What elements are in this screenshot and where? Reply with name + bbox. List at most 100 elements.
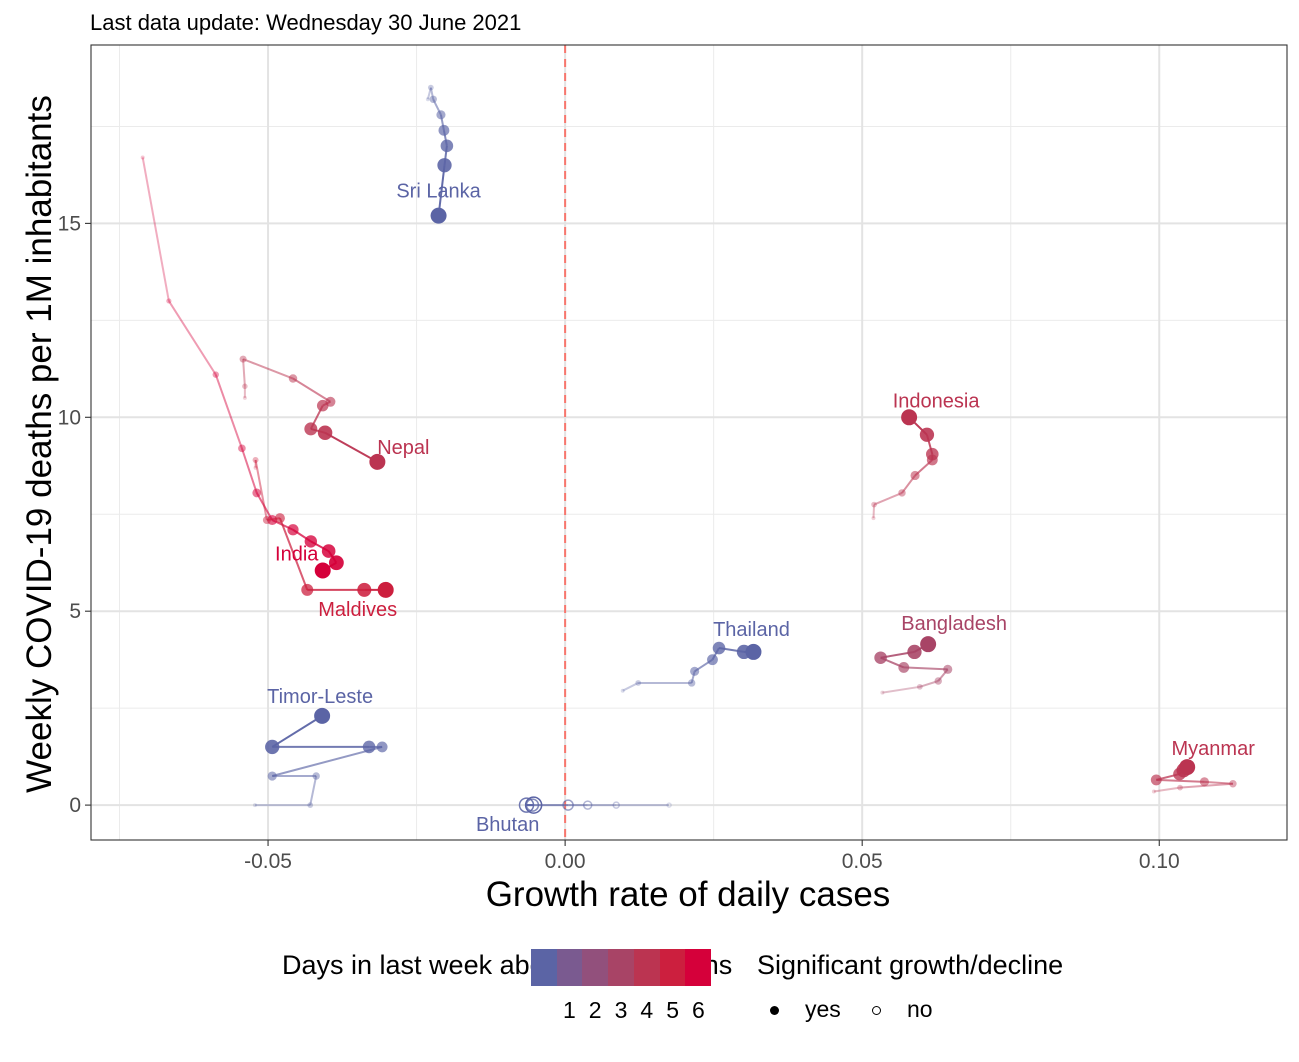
series-india: [140, 155, 344, 579]
data-point: [262, 516, 271, 525]
chart-subtitle: Last data update: Wednesday 30 June 2021: [90, 10, 522, 35]
data-point: [712, 641, 726, 655]
data-point: [429, 95, 437, 104]
series-label: Timor-Leste: [267, 686, 373, 708]
data-point: [620, 688, 625, 693]
series-label: Maldives: [318, 599, 397, 621]
data-point: [242, 383, 248, 390]
data-point: [437, 158, 452, 173]
data-point: [321, 544, 336, 558]
x-tick-label: 0.10: [1139, 850, 1180, 873]
data-point: [312, 772, 320, 780]
x-tick-label: -0.05: [244, 850, 292, 873]
data-point: [1179, 759, 1196, 776]
trajectory-segment: [437, 165, 446, 216]
x-tick-label: 0.05: [842, 850, 883, 873]
y-axis-label: Weekly COVID-19 deaths per 1M inhabitant…: [20, 95, 59, 793]
trajectory-segment: [254, 459, 268, 521]
data-point: [252, 488, 262, 498]
trajectory-segment: [271, 745, 383, 777]
colorbar-tick-label: 2: [588, 997, 602, 1023]
colorbar-segment: [556, 949, 583, 986]
series-bhutan: [518, 796, 672, 814]
shape-legend-title: Significant growth/decline: [757, 950, 1064, 980]
trajectory-segment: [240, 448, 258, 494]
y-tick-label: 15: [58, 212, 81, 235]
data-point: [920, 636, 937, 653]
data-point: [874, 651, 887, 665]
data-point: [436, 110, 446, 120]
major-gridlines: [91, 45, 1287, 840]
data-point: [901, 409, 918, 426]
data-point: [440, 139, 454, 153]
minor-gridlines: [91, 45, 1287, 840]
color-legend-bar: [531, 949, 712, 986]
trajectory-segment: [242, 358, 294, 380]
y-tick-label: 10: [58, 406, 81, 429]
data-point: [871, 516, 876, 521]
data-point: [316, 399, 329, 412]
data-point: [1229, 780, 1237, 788]
colorbar-tick-label: 3: [614, 997, 628, 1023]
open-circle-icon: [872, 1006, 881, 1016]
data-point: [898, 661, 910, 673]
data-point: [1151, 789, 1156, 794]
colorbar-segment: [659, 949, 686, 986]
trajectory-segment: [141, 157, 170, 302]
data-point: [301, 583, 314, 596]
filled-circle-icon: [770, 1006, 779, 1016]
data-point: [916, 683, 923, 690]
colorbar-segment: [608, 949, 634, 986]
data-point: [438, 124, 450, 136]
colorbar-tick-label: 5: [666, 997, 679, 1023]
data-point: [1199, 777, 1209, 787]
data-point: [430, 207, 447, 224]
trajectory-segment: [214, 374, 243, 449]
series-label: Thailand: [713, 619, 790, 641]
data-point: [425, 97, 430, 102]
trajectory-segment: [622, 682, 639, 692]
x-axis-ticks: -0.05 0.00 0.05 0.10: [244, 840, 1180, 873]
data-point: [212, 371, 219, 378]
trajectory-segment: [872, 504, 876, 519]
series-labels: Sri Lanka Nepal India Maldives Indonesia Thai…: [267, 181, 1255, 836]
data-point: [1150, 774, 1162, 786]
data-point: [140, 155, 145, 160]
data-point: [357, 582, 372, 597]
data-point: [518, 797, 535, 813]
series-indonesia: [871, 409, 939, 521]
trajectory-segment: [873, 491, 903, 506]
data-point: [314, 707, 331, 724]
trajectory-segment: [429, 87, 435, 100]
data-point: [612, 801, 620, 809]
data-point: [427, 84, 434, 91]
series-label: Bhutan: [476, 814, 539, 836]
data-point: [871, 501, 877, 508]
data-point: [252, 456, 259, 463]
data-point: [666, 802, 672, 808]
colorbar-segment: [582, 949, 609, 986]
data-point: [253, 465, 258, 470]
data-point: [304, 535, 318, 548]
data-point: [166, 298, 172, 304]
data-point: [943, 664, 953, 674]
trajectory-segment: [292, 377, 331, 403]
series-maldives: [252, 456, 394, 598]
data-point: [252, 803, 257, 808]
y-axis-ticks: 0 5 10 15: [58, 212, 91, 817]
trajectory-segment: [271, 715, 323, 748]
trajectory-segment: [309, 775, 318, 806]
color-legend-title: Days in last week above expectations: [282, 950, 733, 980]
shape-legend-yes: yes: [770, 996, 841, 1023]
trajectory-segment: [426, 87, 432, 100]
data-point: [238, 444, 246, 453]
data-point: [919, 427, 935, 442]
trajectory-segment: [242, 359, 246, 387]
data-point: [582, 800, 593, 810]
data-point: [907, 644, 922, 660]
y-tick-label: 0: [69, 794, 81, 817]
data-point: [707, 654, 718, 666]
series-sri-lanka: [425, 84, 454, 224]
data-point: [239, 355, 247, 363]
